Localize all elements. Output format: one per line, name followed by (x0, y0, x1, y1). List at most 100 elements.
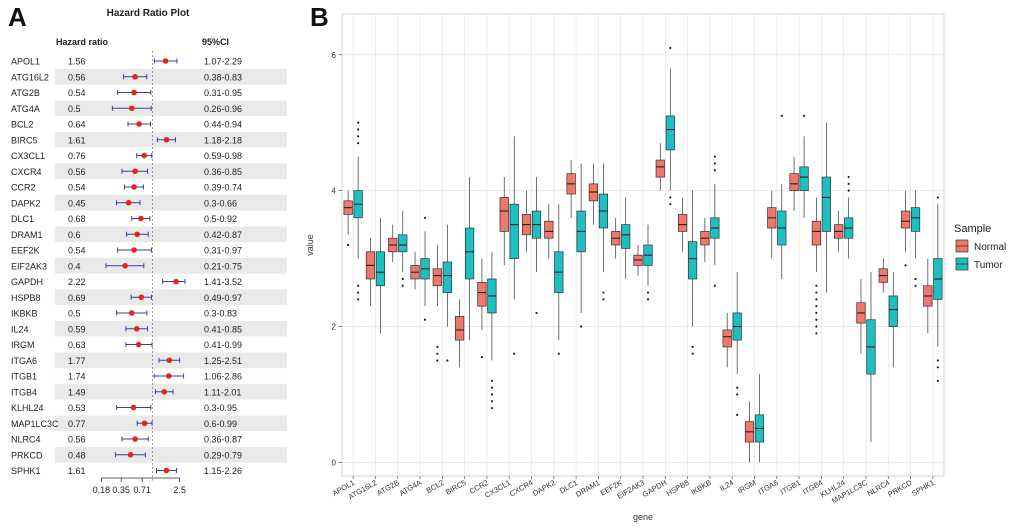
forest-ci-value: 0.21-0.75 (204, 261, 242, 271)
normal-outlier (815, 318, 818, 321)
tumor-box (687, 241, 698, 280)
tumor-outlier (736, 386, 739, 389)
tumor-box (821, 176, 831, 232)
normal-box (789, 173, 799, 191)
normal-box (544, 220, 554, 239)
x-axis-tick-label: PRKCD (886, 478, 914, 499)
forest-hr-point (136, 121, 142, 127)
box-marks (343, 46, 943, 463)
tumor-outlier (490, 386, 494, 389)
forest-hr-point (141, 152, 148, 159)
forest-gene-label: ATG2B (11, 88, 40, 98)
forest-gene-label: DLC1 (11, 214, 34, 224)
tumor-outlier (736, 413, 739, 416)
forest-hr-point (131, 247, 137, 253)
forest-hr-point (163, 467, 170, 474)
y-axis-tick-label: 2 (332, 323, 337, 332)
forest-hr-value: 0.59 (68, 324, 86, 334)
x-axis-tick-label: ITGB1 (779, 478, 802, 497)
legend: Sample Normal Tumor (954, 223, 1006, 271)
forest-ci-value: 1.06-2.86 (204, 372, 242, 382)
hazard-ratio-header: Hazard ratio (56, 37, 109, 47)
forest-gene-label: HSPB8 (11, 293, 41, 303)
tumor-outlier (669, 203, 672, 206)
tumor-outlier (713, 155, 716, 158)
forest-ci-value: 0.26-0.96 (204, 104, 242, 114)
legend-normal-label: Normal (974, 242, 1006, 253)
x-axis-tick-label: DRAM1 (574, 478, 601, 499)
tumor-box (910, 207, 921, 232)
forest-gene-label: KLHL24 (11, 403, 44, 413)
normal-outlier (347, 243, 350, 247)
forest-ci-value: 0.49-0.97 (204, 293, 242, 303)
normal-box (677, 214, 688, 232)
forest-hr-value: 0.54 (68, 88, 86, 98)
forest-gene-label: IL24 (11, 324, 29, 334)
tumor-outlier (490, 400, 494, 403)
normal-box (432, 268, 442, 287)
forest-ci-value: 1.15-2.26 (204, 466, 242, 476)
x-axis-tick-label: GAPDH (641, 478, 669, 499)
tumor-outlier (490, 406, 494, 410)
forest-hr-point (125, 199, 132, 206)
forest-gene-label: ATG4A (11, 104, 40, 114)
forest-hr-value: 0.5 (68, 104, 81, 114)
tumor-outlier (936, 359, 939, 362)
forest-plot-panel: A Hazard Ratio Plot Hazard ratio 95%CI A… (8, 2, 287, 495)
tumor-outlier (357, 141, 360, 145)
x-axis-tick-label: IRGM (736, 478, 757, 496)
forest-hr-value: 0.5 (68, 309, 81, 319)
forest-hr-point (162, 58, 169, 64)
forest-gene-label: ATG16L2 (11, 72, 49, 82)
tumor-outlier (802, 114, 806, 118)
forest-ci-value: 1.18-2.18 (204, 135, 242, 145)
y-axis-tick-label: 6 (332, 51, 337, 60)
forest-ci-value: 1.11-2.01 (204, 387, 241, 397)
x-axis-tick-label: HSPB8 (665, 478, 691, 498)
panel-a-label: A (8, 2, 27, 32)
tumor-outlier (736, 393, 739, 396)
forest-axis-tick-label: 0.35 (112, 485, 130, 495)
forest-row-band (55, 257, 287, 274)
forest-hr-value: 1.56 (68, 57, 86, 67)
normal-outlier (815, 305, 818, 308)
tumor-outlier (936, 196, 939, 199)
normal-box (499, 197, 509, 232)
forest-gene-label: DRAM1 (11, 230, 43, 240)
tumor-outlier (646, 298, 650, 301)
normal-outlier (436, 359, 439, 362)
forest-hr-point (132, 73, 138, 80)
x-axis-tick-label: ATG4A (398, 478, 423, 498)
forest-ci-value: 0.41-0.85 (204, 324, 242, 334)
forest-hr-value: 0.69 (68, 293, 86, 303)
normal-outlier (815, 332, 818, 335)
normal-outlier (815, 325, 818, 328)
tumor-box (375, 251, 386, 287)
y-axis-tick-label: 0 (332, 458, 337, 467)
panel-b-label: B (310, 2, 329, 32)
forest-hr-point (135, 341, 142, 348)
normal-box (722, 329, 732, 348)
tumor-box (509, 203, 519, 259)
forest-gene-label: ITGB4 (11, 387, 37, 397)
forest-gene-label: GAPDH (11, 277, 43, 287)
forest-row-band (55, 320, 287, 337)
forest-ci-value: 0.42-0.87 (204, 230, 242, 240)
forest-hr-point (138, 215, 144, 222)
normal-outlier (436, 352, 439, 355)
tumor-outlier (513, 352, 516, 355)
forest-gene-label: CCR2 (11, 183, 36, 193)
tumor-outlier (713, 169, 716, 172)
forest-ci-value: 0.31-0.97 (204, 246, 242, 256)
tumor-outlier (401, 284, 404, 287)
forest-gene-label: NLRC4 (11, 435, 41, 445)
x-axis-tick-label: ATG2B (375, 478, 400, 498)
tumor-outlier (357, 298, 360, 301)
forest-ci-value: 0.5-0.92 (204, 214, 237, 224)
forest-ci-value: 0.36-0.87 (204, 435, 242, 445)
forest-hr-point (127, 451, 134, 458)
tumor-outlier (401, 277, 404, 281)
forest-hr-point (131, 89, 137, 96)
tumor-outlier (602, 291, 605, 294)
